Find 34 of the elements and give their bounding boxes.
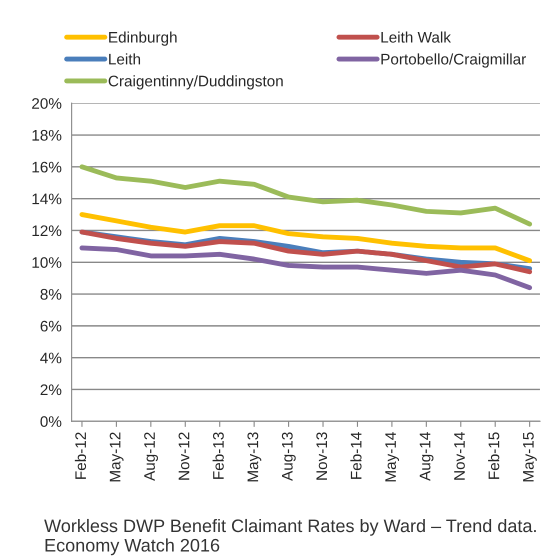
y-tick-label: 18%: [32, 130, 62, 141]
line-series: [80, 212, 532, 264]
x-tick-label: May-15: [523, 432, 537, 482]
y-tick-label: 20%: [32, 98, 62, 109]
x-tick-label: May-13: [247, 432, 262, 482]
x-tick-label: Feb-14: [350, 432, 362, 479]
x-tick-label: Aug-14: [420, 432, 434, 481]
y-tick-label: 0%: [40, 416, 62, 427]
y-tick-label: 4%: [40, 352, 62, 364]
line-series: [80, 164, 532, 227]
y-tick-label: 6%: [40, 320, 62, 332]
legend-label: Leith: [109, 53, 140, 65]
x-tick-label: Nov-14: [454, 432, 465, 480]
x-tick-label: Nov-12: [178, 432, 190, 480]
y-tick-label: 8%: [40, 288, 62, 300]
x-tick-label: Feb-15: [488, 432, 500, 479]
x-tick-label: May-12: [110, 432, 124, 482]
y-tick-label: 12%: [32, 225, 62, 236]
x-tick-label: Feb-13: [212, 432, 224, 479]
y-tick-label: 16%: [32, 162, 62, 173]
x-tick-label: Feb-12: [74, 432, 86, 479]
legend-label: Leith Walk: [381, 31, 451, 43]
x-tick-label: Nov-13: [316, 432, 328, 480]
legend-label: Edinburgh: [109, 31, 177, 46]
x-tick-label: Aug-12: [144, 432, 158, 481]
y-tick-label: 14%: [32, 194, 62, 204]
x-tick-label: Aug-13: [282, 432, 296, 481]
y-tick-label: 2%: [40, 384, 62, 396]
y-tick-label: 10%: [32, 257, 62, 268]
legend-label: Portobello/Craigmillar: [381, 53, 526, 68]
x-tick-label: May-14: [385, 432, 400, 482]
text: Workless DWP Benefit Claimant Rates by Ward – Trend data. Economy Watch 2016: [44, 518, 536, 556]
line-series: [80, 246, 532, 290]
legend-label: Craigentinny/Duddingston: [108, 75, 283, 90]
